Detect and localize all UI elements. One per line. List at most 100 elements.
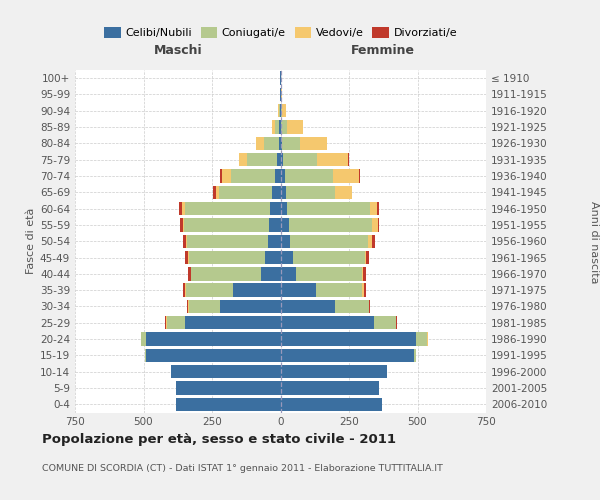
Bar — [281, 186, 335, 199]
Bar — [145, 348, 281, 362]
Bar — [275, 170, 281, 182]
Bar — [272, 120, 281, 134]
Bar — [239, 153, 281, 166]
Bar — [281, 348, 416, 362]
Bar — [281, 316, 395, 330]
Bar — [281, 218, 372, 232]
Bar — [176, 398, 281, 411]
Bar — [141, 332, 281, 346]
Bar — [281, 104, 286, 118]
Bar — [280, 120, 281, 134]
Bar — [186, 284, 281, 297]
Bar — [281, 267, 296, 280]
Bar — [182, 202, 281, 215]
Bar — [281, 170, 359, 182]
Bar — [188, 251, 281, 264]
Bar — [279, 104, 281, 118]
Bar — [281, 202, 377, 215]
Bar — [191, 267, 281, 280]
Bar — [281, 104, 286, 118]
Bar — [268, 234, 281, 248]
Bar — [281, 153, 349, 166]
Bar — [281, 153, 348, 166]
Bar — [281, 234, 375, 248]
Bar — [176, 382, 281, 394]
Bar — [171, 365, 281, 378]
Bar — [281, 218, 379, 232]
Bar — [272, 120, 281, 134]
Bar — [262, 267, 281, 280]
Bar — [281, 120, 302, 134]
Bar — [281, 398, 382, 411]
Bar — [281, 382, 379, 394]
Bar — [281, 88, 282, 101]
Bar — [281, 170, 284, 182]
Bar — [281, 186, 352, 199]
Bar — [145, 348, 281, 362]
Bar — [231, 170, 281, 182]
Bar — [281, 348, 414, 362]
Bar — [281, 267, 366, 280]
Bar — [281, 284, 362, 297]
Bar — [281, 120, 302, 134]
Bar — [184, 218, 281, 232]
Bar — [180, 218, 281, 232]
Bar — [281, 186, 286, 199]
Bar — [186, 234, 281, 248]
Bar — [281, 120, 287, 134]
Bar — [239, 153, 281, 166]
Bar — [247, 153, 281, 166]
Bar — [281, 234, 368, 248]
Bar — [223, 170, 281, 182]
Text: Popolazione per età, sesso e stato civile - 2011: Popolazione per età, sesso e stato civil… — [42, 432, 396, 446]
Bar — [281, 398, 382, 411]
Bar — [167, 316, 281, 330]
Bar — [220, 170, 281, 182]
Bar — [176, 398, 281, 411]
Bar — [281, 153, 317, 166]
Bar — [281, 88, 282, 101]
Bar — [176, 382, 281, 394]
Bar — [256, 136, 281, 150]
Bar — [281, 153, 283, 166]
Bar — [281, 234, 290, 248]
Bar — [281, 186, 352, 199]
Bar — [281, 251, 369, 264]
Bar — [179, 202, 281, 215]
Bar — [281, 316, 397, 330]
Bar — [213, 186, 281, 199]
Bar — [269, 202, 281, 215]
Bar — [233, 284, 281, 297]
Bar — [281, 202, 379, 215]
Bar — [281, 398, 382, 411]
Bar — [183, 234, 281, 248]
Bar — [281, 300, 369, 313]
Bar — [176, 398, 281, 411]
Bar — [141, 332, 281, 346]
Bar — [281, 218, 378, 232]
Bar — [281, 398, 382, 411]
Y-axis label: Fasce di età: Fasce di età — [26, 208, 36, 274]
Bar — [281, 365, 388, 378]
Bar — [281, 332, 428, 346]
Bar — [281, 267, 363, 280]
Bar — [281, 136, 282, 150]
Bar — [281, 170, 332, 182]
Text: Maschi: Maschi — [154, 44, 202, 57]
Bar — [176, 398, 281, 411]
Bar — [281, 284, 364, 297]
Bar — [191, 267, 281, 280]
Bar — [281, 202, 287, 215]
Text: COMUNE DI SCORDIA (CT) - Dati ISTAT 1° gennaio 2011 - Elaborazione TUTTITALIA.IT: COMUNE DI SCORDIA (CT) - Dati ISTAT 1° g… — [42, 464, 443, 473]
Bar — [189, 251, 281, 264]
Bar — [215, 186, 281, 199]
Bar — [146, 332, 281, 346]
Bar — [278, 104, 281, 118]
Bar — [281, 284, 366, 297]
Bar — [281, 251, 365, 264]
Bar — [281, 202, 370, 215]
Bar — [281, 382, 379, 394]
Bar — [281, 316, 395, 330]
Bar — [185, 284, 281, 297]
Bar — [281, 382, 379, 394]
